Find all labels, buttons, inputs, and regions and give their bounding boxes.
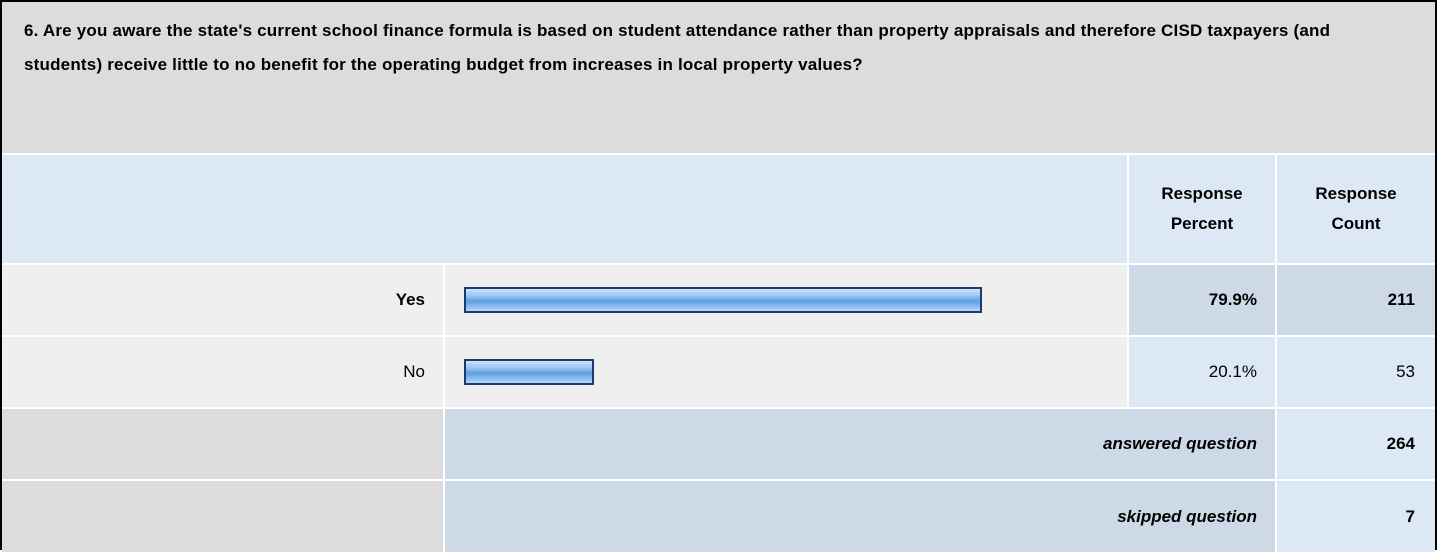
answered-label: answered question	[445, 409, 1275, 479]
question-text: 6. Are you aware the state's current sch…	[2, 2, 1435, 153]
row-label: No	[2, 337, 443, 407]
percent-cell: 79.9%	[1129, 265, 1275, 335]
header-percent: Response Percent	[1129, 155, 1275, 263]
bar-cell	[445, 265, 1127, 335]
row-label: Yes	[2, 265, 443, 335]
skipped-label: skipped question	[445, 481, 1275, 552]
count-cell: 53	[1277, 337, 1435, 407]
blank-cell	[2, 409, 443, 479]
count-cell: 211	[1277, 265, 1435, 335]
header-blank	[2, 155, 1127, 263]
header-count: Response Count	[1277, 155, 1435, 263]
blank-cell	[2, 481, 443, 552]
answered-count: 264	[1277, 409, 1435, 479]
response-bar	[464, 287, 982, 313]
percent-cell: 20.1%	[1129, 337, 1275, 407]
skipped-count: 7	[1277, 481, 1435, 552]
bar-cell	[445, 337, 1127, 407]
response-bar	[464, 359, 595, 385]
